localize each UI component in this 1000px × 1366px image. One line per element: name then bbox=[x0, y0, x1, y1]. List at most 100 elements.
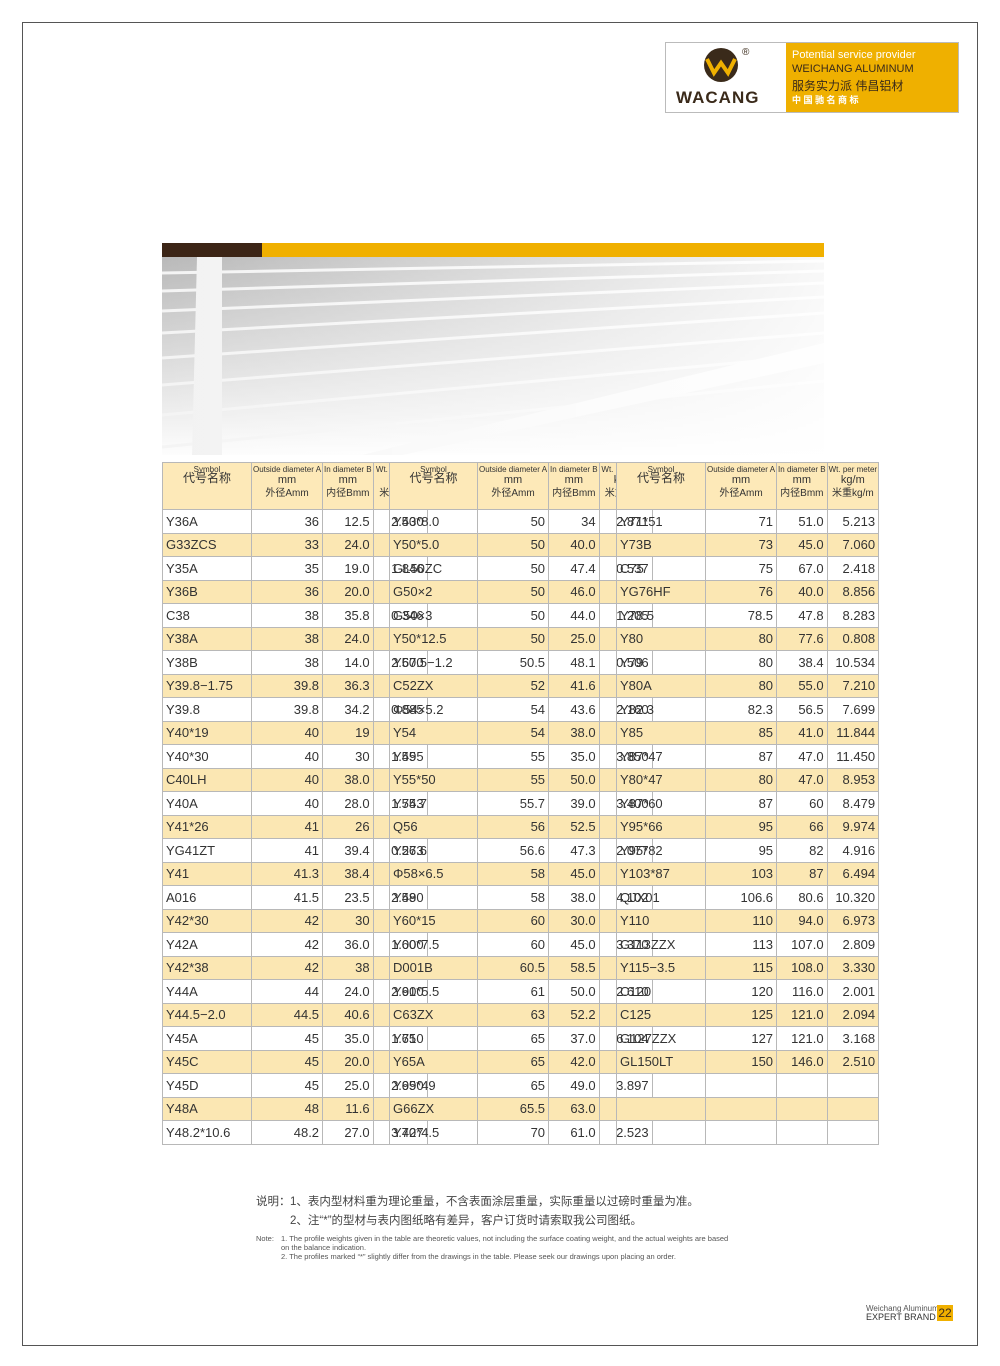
outside-diameter: 50 bbox=[476, 532, 550, 557]
symbol: GL150LT bbox=[616, 1049, 706, 1074]
header-in-cn: 内径Bmm bbox=[326, 488, 370, 499]
data-row: Y115−3.5 115 108.0 3.330 bbox=[616, 955, 880, 980]
symbol: Y115−3.5 bbox=[616, 955, 706, 980]
inside-diameter: 45.0 bbox=[548, 861, 600, 886]
weight: 6.973 bbox=[826, 908, 880, 933]
outside-diameter: 87 bbox=[704, 744, 778, 769]
outside-diameter: 55 bbox=[476, 767, 550, 792]
inside-diameter: 26 bbox=[322, 814, 374, 839]
header-symbol-en: Symbol bbox=[420, 465, 447, 474]
inside-diameter: 80.6 bbox=[776, 885, 828, 910]
weight: 9.974 bbox=[826, 814, 880, 839]
inside-diameter: 66 bbox=[776, 814, 828, 839]
inside-diameter: 38.0 bbox=[548, 720, 600, 745]
outside-diameter: 150 bbox=[704, 1049, 778, 1074]
logo: ® WACANG Potential service provider WEIC… bbox=[665, 42, 959, 113]
inside-diameter: 63.0 bbox=[548, 1096, 600, 1121]
symbol: G66ZX bbox=[389, 1096, 478, 1121]
inside-diameter: 52.2 bbox=[548, 1002, 600, 1027]
data-row: Y39.8 39.8 34.2 0.885 bbox=[162, 697, 428, 722]
weight: 8.479 bbox=[826, 791, 880, 816]
symbol: Y42A bbox=[162, 932, 252, 957]
outside-diameter: 113 bbox=[704, 932, 778, 957]
weight bbox=[826, 1073, 880, 1098]
data-row: Y95*66 95 66 9.974 bbox=[616, 814, 880, 839]
symbol: Y55 bbox=[389, 744, 478, 769]
symbol: GL50ZC bbox=[389, 556, 478, 581]
inside-diameter: 40.0 bbox=[776, 579, 828, 604]
inside-diameter: 19 bbox=[322, 720, 374, 745]
symbol: Y50*5.0 bbox=[389, 532, 478, 557]
symbol: A016 bbox=[162, 885, 252, 910]
symbol: Y60*15 bbox=[389, 908, 478, 933]
outside-diameter: 42 bbox=[250, 932, 324, 957]
outside-diameter: 54 bbox=[476, 720, 550, 745]
data-row: Y42A 42 36.0 1.000 bbox=[162, 932, 428, 957]
header-in-cn: 内径Bmm bbox=[780, 488, 824, 499]
outside-diameter: 41 bbox=[250, 838, 324, 863]
outside-diameter: 63 bbox=[476, 1002, 550, 1027]
symbol: Y55*50 bbox=[389, 767, 478, 792]
inside-diameter: 27.0 bbox=[322, 1120, 374, 1145]
logo-mark-area: ® WACANG bbox=[666, 43, 786, 112]
weight: 2.001 bbox=[826, 979, 880, 1004]
inside-diameter: 45.0 bbox=[548, 932, 600, 957]
data-row: Y45A 45 35.0 1.710 bbox=[162, 1026, 428, 1051]
symbol: Y71*51 bbox=[616, 509, 706, 534]
data-row: GL150LT 150 146.0 2.510 bbox=[616, 1049, 880, 1074]
data-row: Y79 80 38.4 10.534 bbox=[616, 650, 880, 675]
inside-diameter: 77.6 bbox=[776, 626, 828, 651]
symbol bbox=[616, 1120, 706, 1145]
inside-diameter: 34 bbox=[548, 509, 600, 534]
data-row: Y80A 80 55.0 7.210 bbox=[616, 673, 880, 698]
inside-diameter: 11.6 bbox=[322, 1096, 374, 1121]
symbol: Y44.5−2.0 bbox=[162, 1002, 252, 1027]
outside-diameter: 50 bbox=[476, 603, 550, 628]
inside-diameter bbox=[776, 1096, 828, 1121]
outside-diameter: 115 bbox=[704, 955, 778, 980]
data-row: Y87*60 87 60 8.479 bbox=[616, 791, 880, 816]
inside-diameter: 47.4 bbox=[548, 556, 600, 581]
symbol: Y38A bbox=[162, 626, 252, 651]
inside-diameter: 51.0 bbox=[776, 509, 828, 534]
symbol: Y95*66 bbox=[616, 814, 706, 839]
outside-diameter: 56.6 bbox=[476, 838, 550, 863]
outside-diameter: 41 bbox=[250, 814, 324, 839]
data-row: Y80 80 77.6 0.808 bbox=[616, 626, 880, 651]
data-row: C75 75 67.0 2.418 bbox=[616, 556, 880, 581]
outside-diameter: 41.5 bbox=[250, 885, 324, 910]
data-row: QJX01 106.6 80.6 10.320 bbox=[616, 885, 880, 910]
outside-diameter: 56 bbox=[476, 814, 550, 839]
symbol: Y95*82 bbox=[616, 838, 706, 863]
outside-diameter: 87 bbox=[704, 791, 778, 816]
outside-diameter: 85 bbox=[704, 720, 778, 745]
inside-diameter: 24.0 bbox=[322, 626, 374, 651]
header-outside-unit: mm bbox=[503, 474, 523, 486]
header-outside-cn: 外径Amm bbox=[265, 488, 309, 499]
weight: 8.283 bbox=[826, 603, 880, 628]
symbol: Y45D bbox=[162, 1073, 252, 1098]
symbol: C125 bbox=[616, 1002, 706, 1027]
inside-diameter: 34.2 bbox=[322, 697, 374, 722]
symbol: QJX01 bbox=[616, 885, 706, 910]
header-symbol-en: Symbol bbox=[647, 465, 675, 474]
weight: 7.699 bbox=[826, 697, 880, 722]
inside-diameter: 30.0 bbox=[548, 908, 600, 933]
weight: 2.418 bbox=[826, 556, 880, 581]
empty-row bbox=[616, 1096, 880, 1121]
outside-diameter: 106.6 bbox=[704, 885, 778, 910]
inside-diameter bbox=[776, 1073, 828, 1098]
header-in-cn: 内径Bmm bbox=[552, 488, 596, 499]
inside-diameter: 37.0 bbox=[548, 1026, 600, 1051]
outside-diameter: 73 bbox=[704, 532, 778, 557]
symbol: Y40*30 bbox=[162, 744, 252, 769]
logo-tagline: Potential service provider WEICHANG ALUM… bbox=[786, 43, 958, 112]
header-in-unit: mm bbox=[564, 474, 583, 486]
outside-diameter: 80 bbox=[704, 626, 778, 651]
outside-diameter: 39.8 bbox=[250, 673, 324, 698]
